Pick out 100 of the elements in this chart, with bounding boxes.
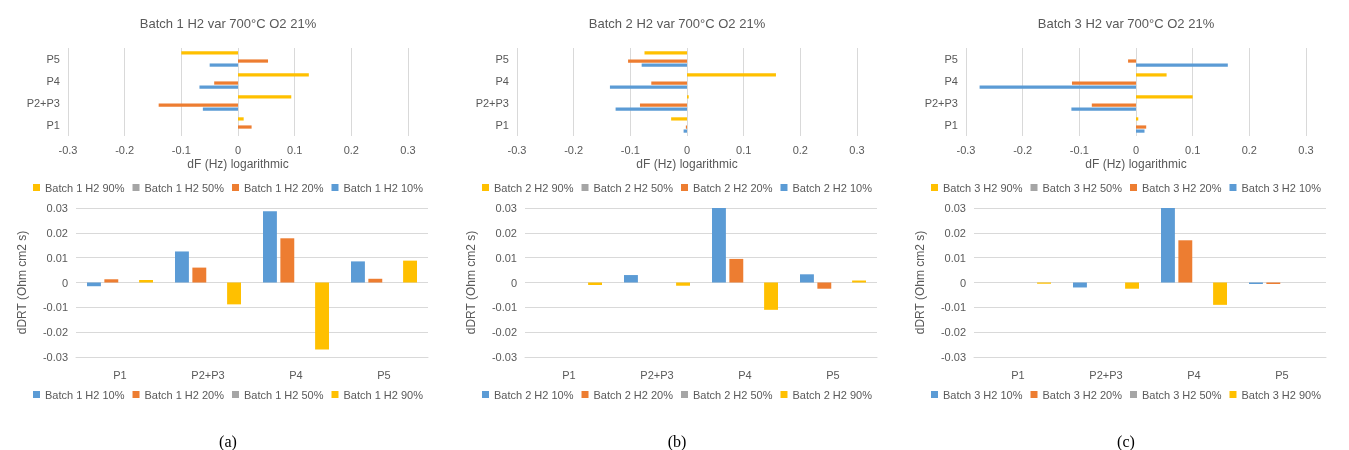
legend-label: Batch 2 H2 50% — [593, 181, 674, 194]
x-tick-label: P4 — [1187, 368, 1201, 381]
legend-label: Batch 1 H2 10% — [343, 181, 424, 194]
x-tick-label: -0.3 — [956, 143, 976, 156]
x-tick-label: P4 — [738, 368, 752, 381]
bar — [624, 275, 638, 283]
x-tick-label: -0.2 — [115, 143, 135, 156]
text: (a) — [219, 432, 237, 450]
x-tick-label: 0.1 — [736, 143, 752, 156]
x-tick-label: P5 — [826, 368, 840, 381]
y-tick-label: 0.01 — [944, 251, 966, 264]
legend-label: Batch 3 H2 20% — [1142, 181, 1222, 194]
legend-label: Batch 3 H2 90% — [943, 181, 1023, 194]
bar — [1136, 125, 1147, 129]
bar — [1178, 240, 1193, 283]
bar — [368, 278, 383, 283]
bar — [351, 261, 365, 283]
legend-label: Batch 3 H2 20% — [1042, 388, 1123, 401]
y-tick-label: 0.02 — [944, 226, 966, 239]
bar — [628, 59, 687, 63]
y-tick-label: -0.01 — [940, 301, 966, 314]
y-axis-title: dDRT (Ohm cm2 s) — [464, 230, 478, 335]
bar — [199, 85, 238, 89]
legend-label: Batch 3 H2 50% — [1042, 181, 1123, 194]
y-tick-label: -0.03 — [42, 351, 68, 363]
y-tick-label: 0.01 — [46, 251, 68, 264]
text: (b) — [667, 432, 687, 450]
x-tick-label: 0 — [683, 143, 691, 156]
bar — [181, 51, 238, 55]
text: (c) — [1117, 432, 1135, 450]
bar — [280, 238, 295, 283]
x-tick-label: -0.3 — [58, 143, 78, 156]
x-tick-label: 0.2 — [792, 143, 808, 156]
legend-label: Batch 2 H2 90% — [792, 388, 873, 401]
bar — [263, 211, 277, 283]
bar — [644, 51, 687, 55]
legend-label: Batch 1 H2 10% — [45, 388, 125, 401]
bar — [158, 103, 238, 107]
y-tick-label: -0.02 — [491, 326, 517, 339]
bar — [238, 73, 309, 77]
legend-label: Batch 1 H2 50% — [144, 181, 225, 194]
legend-label: Batch 2 H2 50% — [693, 388, 773, 401]
y-tick-label: 0.02 — [46, 226, 68, 239]
y-tick-label: 0 — [510, 276, 517, 289]
y-axis-title: dDRT (Ohm cm2 s) — [913, 230, 927, 335]
x-tick-label: P1 — [562, 368, 576, 381]
y-tick-label: -0.01 — [42, 301, 68, 314]
bar — [609, 85, 687, 89]
bar — [315, 282, 329, 350]
x-tick-label: P1 — [1011, 368, 1025, 381]
y-tick-label: 0.01 — [495, 251, 517, 264]
bar — [712, 208, 726, 283]
y-tick-label: P5 — [944, 53, 958, 65]
y-tick-label: -0.01 — [491, 301, 517, 314]
x-tick-label: P2+P3 — [640, 368, 674, 381]
x-tick-label: P5 — [377, 368, 391, 381]
bar — [139, 280, 153, 283]
bar — [764, 282, 778, 310]
y-tick-label: 0.03 — [944, 202, 966, 214]
bar — [104, 279, 119, 283]
x-tick-label: P4 — [289, 368, 303, 381]
bar — [238, 95, 292, 99]
x-tick-label: 0.1 — [1185, 143, 1201, 156]
bar — [676, 282, 690, 286]
y-tick-label: P1 — [944, 119, 958, 131]
legend-label: Batch 2 H2 90% — [494, 181, 574, 194]
y-axis-title: dDRT (Ohm cm2 s) — [15, 230, 29, 335]
x-tick-label: -0.2 — [564, 143, 584, 156]
y-tick-label: P5 — [46, 53, 60, 65]
bar — [687, 73, 776, 77]
y-tick-label: 0 — [61, 276, 68, 289]
bar — [175, 251, 189, 283]
y-tick-label: P4 — [46, 75, 60, 87]
bar — [1128, 59, 1136, 63]
bar — [651, 81, 687, 85]
y-tick-label: P2+P3 — [475, 97, 509, 109]
x-tick-label: 0.3 — [1298, 143, 1314, 156]
x-tick-label: P2+P3 — [1089, 368, 1123, 381]
x-tick-label: P5 — [1275, 368, 1289, 381]
legend-label: Batch 1 H2 90% — [45, 181, 125, 194]
bar — [1071, 107, 1136, 111]
bar — [1125, 282, 1139, 289]
bar — [729, 258, 744, 283]
bar — [238, 117, 244, 121]
bar — [238, 59, 269, 63]
bar — [1136, 95, 1193, 99]
x-tick-label: P1 — [113, 368, 127, 381]
x-tick-label: 0.1 — [287, 143, 303, 156]
legend-label: Batch 3 H2 50% — [1142, 388, 1222, 401]
bar — [1071, 81, 1136, 85]
bar — [639, 103, 687, 107]
bar — [1136, 129, 1145, 133]
y-tick-label: -0.03 — [491, 351, 517, 363]
x-axis-title: dF (Hz) logarithmic — [1085, 157, 1187, 171]
chart-title: Batch 2 H2 var 700°C O2 21% — [588, 16, 766, 31]
bar — [800, 274, 814, 283]
bar — [817, 282, 832, 289]
x-tick-label: -0.2 — [1013, 143, 1033, 156]
legend-label: Batch 1 H2 20% — [244, 181, 324, 194]
y-tick-label: P1 — [495, 119, 509, 131]
